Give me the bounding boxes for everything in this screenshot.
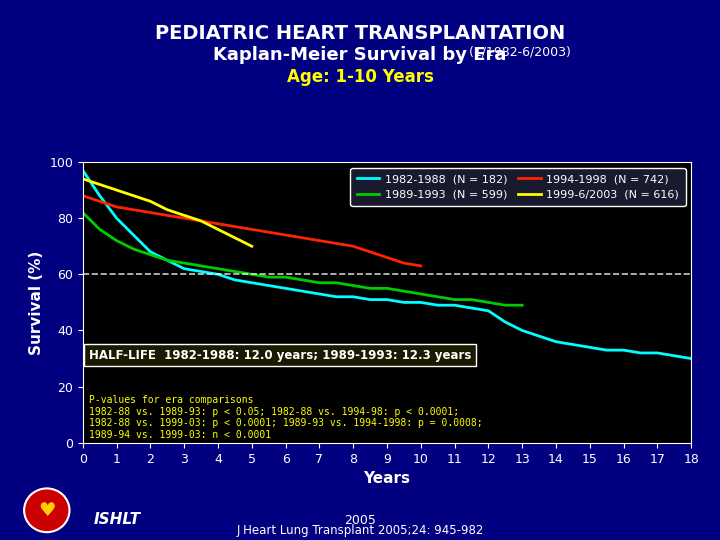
Text: ♥: ♥: [38, 501, 55, 520]
Text: 2005: 2005: [344, 514, 376, 526]
X-axis label: Years: Years: [364, 471, 410, 486]
Text: J Heart Lung Transplant 2005;24: 945-982: J Heart Lung Transplant 2005;24: 945-982: [236, 524, 484, 537]
Text: PEDIATRIC HEART TRANSPLANTATION: PEDIATRIC HEART TRANSPLANTATION: [155, 24, 565, 43]
Circle shape: [24, 488, 69, 532]
Text: ISHLT: ISHLT: [94, 511, 140, 526]
Legend: 1982-1988  (N = 182), 1989-1993  (N = 599), 1994-1998  (N = 742), 1999-6/2003  (: 1982-1988 (N = 182), 1989-1993 (N = 599)…: [351, 167, 685, 206]
Text: Kaplan-Meier Survival by Era: Kaplan-Meier Survival by Era: [213, 46, 507, 64]
Text: HALF-LIFE  1982-1988: 12.0 years; 1989-1993: 12.3 years: HALF-LIFE 1982-1988: 12.0 years; 1989-19…: [89, 348, 472, 362]
Text: (1/1982-6/2003): (1/1982-6/2003): [465, 46, 572, 59]
Text: P-values for era comparisons
1982-88 vs. 1989-93: p < 0.05; 1982-88 vs. 1994-98:: P-values for era comparisons 1982-88 vs.…: [89, 395, 482, 440]
Text: Age: 1-10 Years: Age: 1-10 Years: [287, 68, 433, 85]
Y-axis label: Survival (%): Survival (%): [29, 250, 44, 355]
